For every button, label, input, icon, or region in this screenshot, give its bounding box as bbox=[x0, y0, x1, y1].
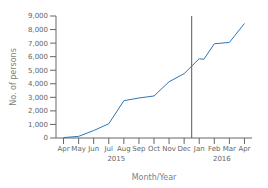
svg-text:0: 0 bbox=[44, 134, 48, 142]
svg-text:5,000: 5,000 bbox=[28, 67, 48, 75]
svg-text:Nov: Nov bbox=[162, 145, 176, 153]
svg-text:Sep: Sep bbox=[132, 145, 146, 153]
svg-text:8,000: 8,000 bbox=[28, 26, 48, 34]
svg-text:Feb: Feb bbox=[208, 145, 221, 153]
svg-text:7,000: 7,000 bbox=[28, 40, 48, 48]
svg-text:May: May bbox=[71, 145, 85, 153]
svg-text:Jul: Jul bbox=[104, 145, 114, 153]
svg-text:4,000: 4,000 bbox=[28, 80, 48, 88]
svg-text:Aug: Aug bbox=[117, 145, 131, 153]
svg-text:Jun: Jun bbox=[87, 145, 99, 153]
svg-text:2,000: 2,000 bbox=[28, 107, 48, 115]
svg-text:2016: 2016 bbox=[213, 155, 231, 163]
svg-text:No. of persons: No. of persons bbox=[9, 48, 18, 106]
svg-text:Apr: Apr bbox=[238, 145, 250, 153]
svg-text:9,000: 9,000 bbox=[28, 12, 48, 20]
svg-text:2015: 2015 bbox=[107, 155, 125, 163]
svg-text:6,000: 6,000 bbox=[28, 53, 48, 61]
svg-text:Dec: Dec bbox=[177, 145, 191, 153]
svg-text:3,000: 3,000 bbox=[28, 94, 48, 102]
svg-text:Month/Year: Month/Year bbox=[132, 173, 177, 180]
svg-text:Mar: Mar bbox=[223, 145, 236, 153]
svg-text:Jan: Jan bbox=[193, 145, 205, 153]
svg-text:1,000: 1,000 bbox=[28, 121, 48, 129]
svg-text:Oct: Oct bbox=[148, 145, 160, 153]
svg-text:Apr: Apr bbox=[57, 145, 69, 153]
